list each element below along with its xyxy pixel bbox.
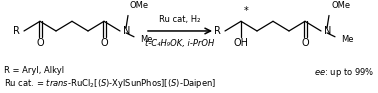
- Text: OMe: OMe: [331, 1, 350, 10]
- Text: t-C₄H₉OK, i-PrOH: t-C₄H₉OK, i-PrOH: [146, 39, 215, 48]
- Text: R: R: [13, 26, 20, 36]
- Text: *: *: [244, 6, 249, 16]
- Text: OMe: OMe: [130, 1, 149, 10]
- Text: R = Aryl, Alkyl: R = Aryl, Alkyl: [4, 66, 64, 75]
- Text: OH: OH: [234, 38, 248, 48]
- Text: O: O: [100, 38, 108, 48]
- Text: R: R: [214, 26, 221, 36]
- Text: Ru cat, H₂: Ru cat, H₂: [159, 15, 201, 24]
- Text: Ru cat. = $\mathit{trans}$-RuCl$_2$[($\mathit{S}$)-XylSunPhos][($\mathit{S}$)-Da: Ru cat. = $\mathit{trans}$-RuCl$_2$[($\m…: [4, 77, 216, 90]
- Text: N: N: [123, 26, 130, 36]
- Text: Me: Me: [140, 35, 152, 44]
- Text: $\mathit{ee}$: up to 99%: $\mathit{ee}$: up to 99%: [314, 66, 374, 79]
- Text: O: O: [301, 38, 309, 48]
- Text: N: N: [324, 26, 332, 36]
- Text: O: O: [36, 38, 44, 48]
- Text: Me: Me: [341, 35, 353, 44]
